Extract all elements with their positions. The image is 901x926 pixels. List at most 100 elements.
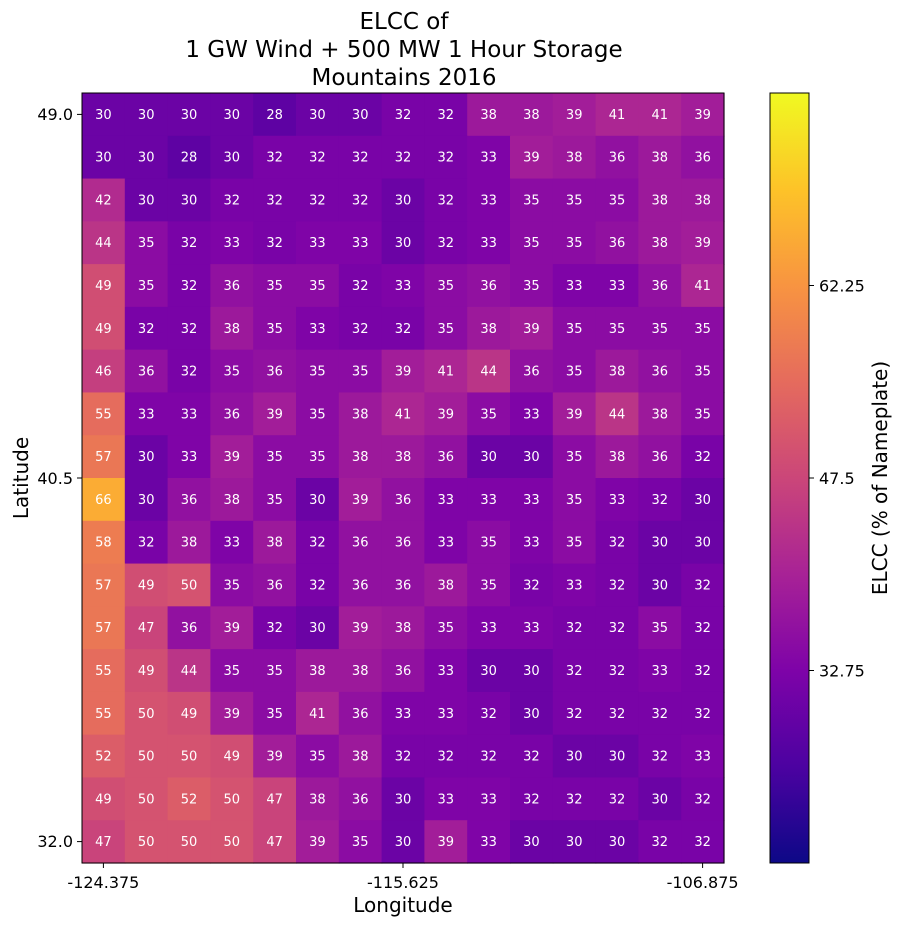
heatmap-cell <box>510 349 554 394</box>
heatmap-cell-value: 32 <box>694 578 711 593</box>
heatmap-cell <box>638 178 682 222</box>
heatmap-cell-value: 33 <box>566 578 583 593</box>
heatmap-cell <box>296 349 340 394</box>
x-axis-label: Longitude <box>353 893 452 917</box>
heatmap-cell <box>253 649 297 693</box>
heatmap-cell <box>424 478 468 522</box>
heatmap-cell-value: 50 <box>138 792 155 807</box>
heatmap-cell-value: 33 <box>181 450 198 465</box>
heatmap-cell-value: 33 <box>395 707 412 722</box>
heatmap-cell <box>510 264 554 308</box>
heatmap-cell-value: 32 <box>438 193 455 208</box>
heatmap-cell-value: 44 <box>609 407 626 422</box>
heatmap-cell-value: 33 <box>438 664 455 679</box>
heatmap-cell <box>595 520 639 565</box>
heatmap-cell-value: 35 <box>523 236 540 251</box>
heatmap-cell <box>552 478 597 522</box>
heatmap-cell-value: 36 <box>181 493 198 508</box>
heatmap-cell-value: 46 <box>95 365 112 380</box>
heatmap-cell <box>167 221 211 265</box>
heatmap-cell <box>552 563 597 607</box>
heatmap-cell <box>510 777 554 821</box>
heatmap-cell <box>681 392 725 436</box>
heatmap-cell <box>82 392 126 436</box>
heatmap-cell <box>681 349 725 394</box>
heatmap-cell <box>338 93 383 137</box>
heatmap-cell-value: 52 <box>95 750 112 765</box>
heatmap-cell-value: 35 <box>138 236 155 251</box>
heatmap-cell-value: 39 <box>224 450 241 465</box>
heatmap-cell-value: 32 <box>309 193 326 208</box>
heatmap-cell-value: 33 <box>309 236 326 251</box>
heatmap-cell-value: 32 <box>309 536 326 551</box>
heatmap-cell-value: 32 <box>609 707 626 722</box>
heatmap-cell <box>552 649 597 693</box>
heatmap-cell-value: 30 <box>395 236 412 251</box>
heatmap-cell <box>381 349 425 394</box>
heatmap-cell <box>595 264 639 308</box>
heatmap-cell <box>681 563 725 607</box>
heatmap-cell-value: 32 <box>694 835 711 850</box>
heatmap-cell <box>638 392 682 436</box>
heatmap-cell-value: 35 <box>652 621 669 636</box>
heatmap-cell-value: 39 <box>395 365 412 380</box>
heatmap-cell-value: 33 <box>652 664 669 679</box>
heatmap-cell-value: 30 <box>309 493 326 508</box>
heatmap-cell <box>296 135 340 180</box>
heatmap-cell-value: 41 <box>438 365 455 380</box>
heatmap-cell <box>552 221 597 265</box>
heatmap-cell-value: 41 <box>395 407 412 422</box>
heatmap-cell-value: 39 <box>352 493 369 508</box>
heatmap-cell-value: 33 <box>694 750 711 765</box>
heatmap-cell <box>167 691 211 736</box>
heatmap-cell-value: 32 <box>480 707 497 722</box>
heatmap-cell <box>253 178 297 222</box>
heatmap-cell <box>381 520 425 565</box>
heatmap-cell <box>510 221 554 265</box>
heatmap-cell-value: 42 <box>95 193 112 208</box>
heatmap-cell <box>595 606 639 650</box>
heatmap-cell-value: 32 <box>352 193 369 208</box>
heatmap-cell <box>467 135 511 180</box>
heatmap-cell <box>424 520 468 565</box>
heatmap-cell <box>167 606 211 650</box>
heatmap-cell <box>467 563 511 607</box>
heatmap-cell <box>638 135 682 180</box>
heatmap-cell-value: 30 <box>694 536 711 551</box>
heatmap-cell-value: 50 <box>181 750 198 765</box>
heatmap-cell <box>510 520 554 565</box>
heatmap-cell <box>595 306 639 351</box>
heatmap-cell <box>82 264 126 308</box>
heatmap-cell <box>210 221 254 265</box>
heatmap-cell-value: 32 <box>523 578 540 593</box>
heatmap-cell <box>681 306 725 351</box>
heatmap-cell <box>638 435 682 479</box>
heatmap-cell-value: 30 <box>566 835 583 850</box>
heatmap-cell-value: 35 <box>224 664 241 679</box>
heatmap-cell <box>595 563 639 607</box>
heatmap-cell-value: 30 <box>480 450 497 465</box>
heatmap-cell-value: 38 <box>438 578 455 593</box>
heatmap-cell <box>681 734 725 779</box>
heatmap-cell-value: 32 <box>523 750 540 765</box>
heatmap-cell-value: 32 <box>694 664 711 679</box>
heatmap-cell-value: 36 <box>652 279 669 294</box>
heatmap-cell-value: 47 <box>266 792 283 807</box>
heatmap-cell <box>210 649 254 693</box>
heatmap-cell-value: 39 <box>266 750 283 765</box>
heatmap-cell <box>296 649 340 693</box>
heatmap-cell-value: 38 <box>652 193 669 208</box>
heatmap-cell-value: 30 <box>523 664 540 679</box>
colorbar-gradient <box>769 92 810 864</box>
heatmap-cell-value: 47 <box>138 621 155 636</box>
heatmap-cell <box>595 392 639 436</box>
heatmap-cell <box>296 691 340 736</box>
heatmap-cell-value: 35 <box>480 578 497 593</box>
heatmap-cell-value: 32 <box>480 750 497 765</box>
heatmap-cell <box>552 93 597 137</box>
heatmap-cell <box>595 734 639 779</box>
heatmap-cell <box>124 306 169 351</box>
heatmap-cell <box>595 349 639 394</box>
heatmap-cell-value: 32 <box>566 792 583 807</box>
heatmap-cell-value: 39 <box>523 151 540 166</box>
